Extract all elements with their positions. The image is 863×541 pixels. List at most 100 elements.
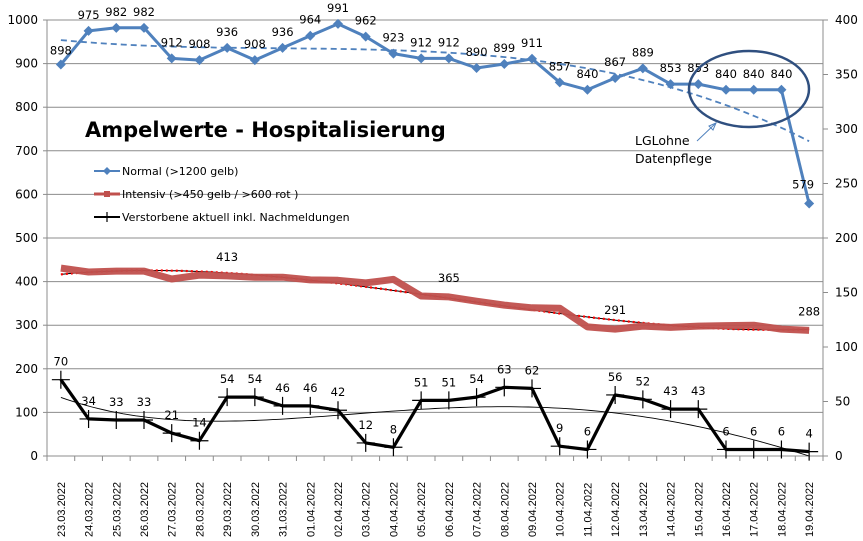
data-label: 51	[414, 375, 429, 389]
x-tick-label: 08.04.2022	[499, 482, 511, 537]
x-tick-label: 11.04.2022	[582, 483, 594, 537]
data-label: 34	[81, 394, 96, 408]
series-line-verstorbene	[59, 378, 810, 454]
y-tick-label: 900	[15, 57, 38, 71]
data-point-normal	[665, 79, 676, 90]
data-label: 936	[216, 25, 238, 39]
data-point-verstorbene	[467, 388, 486, 407]
data-label: 579	[792, 178, 814, 192]
data-point-verstorbene	[51, 370, 70, 389]
y2-tick-label: 100	[835, 340, 858, 354]
data-label: 6	[722, 424, 729, 438]
data-label: 899	[493, 41, 515, 55]
data-label: 840	[770, 67, 792, 81]
data-label: 840	[743, 67, 765, 81]
x-tick-label: 16.04.2022	[721, 482, 733, 537]
data-label: 42	[331, 385, 346, 399]
data-label: 33	[137, 395, 152, 409]
data-point-verstorbene	[578, 440, 597, 459]
legend: Normal (>1200 gelb) Intensiv (>450 gelb /…	[94, 165, 350, 224]
data-label: 6	[750, 424, 757, 438]
data-point-verstorbene	[606, 385, 625, 404]
y2-tick-label: 150	[835, 286, 858, 300]
data-point-verstorbene	[717, 440, 735, 459]
data-point-normal	[333, 18, 343, 29]
x-tick-label: 03.04.2022	[361, 482, 373, 537]
data-label: 912	[438, 35, 460, 49]
data-point-verstorbene	[661, 400, 680, 419]
y2-tick-label: 300	[835, 122, 858, 136]
data-point-verstorbene	[162, 424, 181, 443]
x-tick-label: 09.04.2022	[527, 482, 539, 537]
y-tick-label: 300	[15, 318, 38, 332]
data-point-normal	[776, 84, 787, 95]
data-point-verstorbene	[689, 400, 708, 419]
x-tick-label: 31.03.2022	[278, 482, 290, 537]
data-point-normal	[748, 84, 759, 95]
annotation-arrow	[696, 122, 717, 142]
data-point-normal	[139, 22, 149, 33]
y2-tick-label: 50	[835, 395, 850, 409]
annotation: LGLohne Datenpflege	[635, 49, 811, 166]
series-lines	[59, 22, 811, 454]
x-tick-label: 26.03.2022	[139, 482, 151, 537]
data-point-normal	[499, 59, 510, 70]
annotation-text-line2: Datenpflege	[635, 151, 712, 166]
data-label: 6	[778, 424, 785, 438]
data-label: 54	[469, 372, 484, 386]
data-point-verstorbene	[800, 442, 819, 461]
x-tick-label: 27.03.2022	[167, 482, 179, 537]
data-point-verstorbene	[384, 438, 403, 457]
y2-tick-label: 400	[835, 13, 858, 27]
data-point-normal	[637, 63, 648, 74]
data-point-verstorbene	[245, 388, 264, 407]
x-tick-label: 07.04.2022	[472, 482, 484, 537]
data-point-normal	[721, 84, 731, 95]
data-point-verstorbene	[523, 379, 541, 398]
data-label: 923	[382, 31, 404, 45]
y2-tick-label: 250	[835, 177, 858, 191]
data-label: 21	[164, 408, 179, 422]
data-label: 413	[216, 250, 238, 264]
data-label: 6	[584, 424, 591, 438]
data-label: 365	[438, 271, 460, 285]
data-label: 43	[663, 384, 678, 398]
data-point-verstorbene	[356, 433, 375, 452]
data-label: 991	[327, 1, 349, 15]
data-label: 14	[192, 416, 207, 430]
data-point-normal	[83, 25, 94, 36]
data-label: 936	[272, 25, 294, 39]
data-label: 288	[798, 304, 820, 318]
annotation-arrowhead	[708, 122, 717, 131]
x-tick-label: 15.04.2022	[693, 482, 705, 537]
data-label: 12	[358, 418, 373, 432]
data-label: 857	[549, 59, 571, 73]
data-point-normal	[610, 72, 621, 83]
data-point-verstorbene	[301, 396, 320, 415]
legend-label: Normal (>1200 gelb)	[122, 165, 238, 178]
data-label: 962	[355, 14, 377, 28]
data-label: 912	[410, 35, 432, 49]
y-tick-label: 100	[15, 405, 38, 419]
data-label: 898	[50, 43, 72, 57]
data-label: 853	[660, 61, 682, 75]
x-tick-label: 24.03.2022	[84, 482, 96, 537]
x-tick-label: 04.04.2022	[388, 482, 400, 537]
data-label: 908	[188, 37, 210, 51]
data-label: 33	[109, 395, 124, 409]
data-point-verstorbene	[412, 391, 431, 410]
data-point-verstorbene	[190, 431, 209, 450]
x-tick-label: 10.04.2022	[555, 482, 567, 537]
data-point-normal	[527, 53, 537, 64]
data-point-verstorbene	[439, 391, 458, 410]
legend-label: Intensiv (>450 gelb / >600 rot )	[122, 188, 298, 201]
trendline-normal	[60, 39, 810, 143]
y-tick-label: 1000	[7, 13, 38, 27]
annotation-ellipse	[687, 49, 811, 129]
data-label: 43	[691, 384, 706, 398]
y-tick-label: 800	[15, 100, 38, 114]
data-point-verstorbene	[550, 437, 569, 456]
data-label: 8	[390, 422, 397, 436]
